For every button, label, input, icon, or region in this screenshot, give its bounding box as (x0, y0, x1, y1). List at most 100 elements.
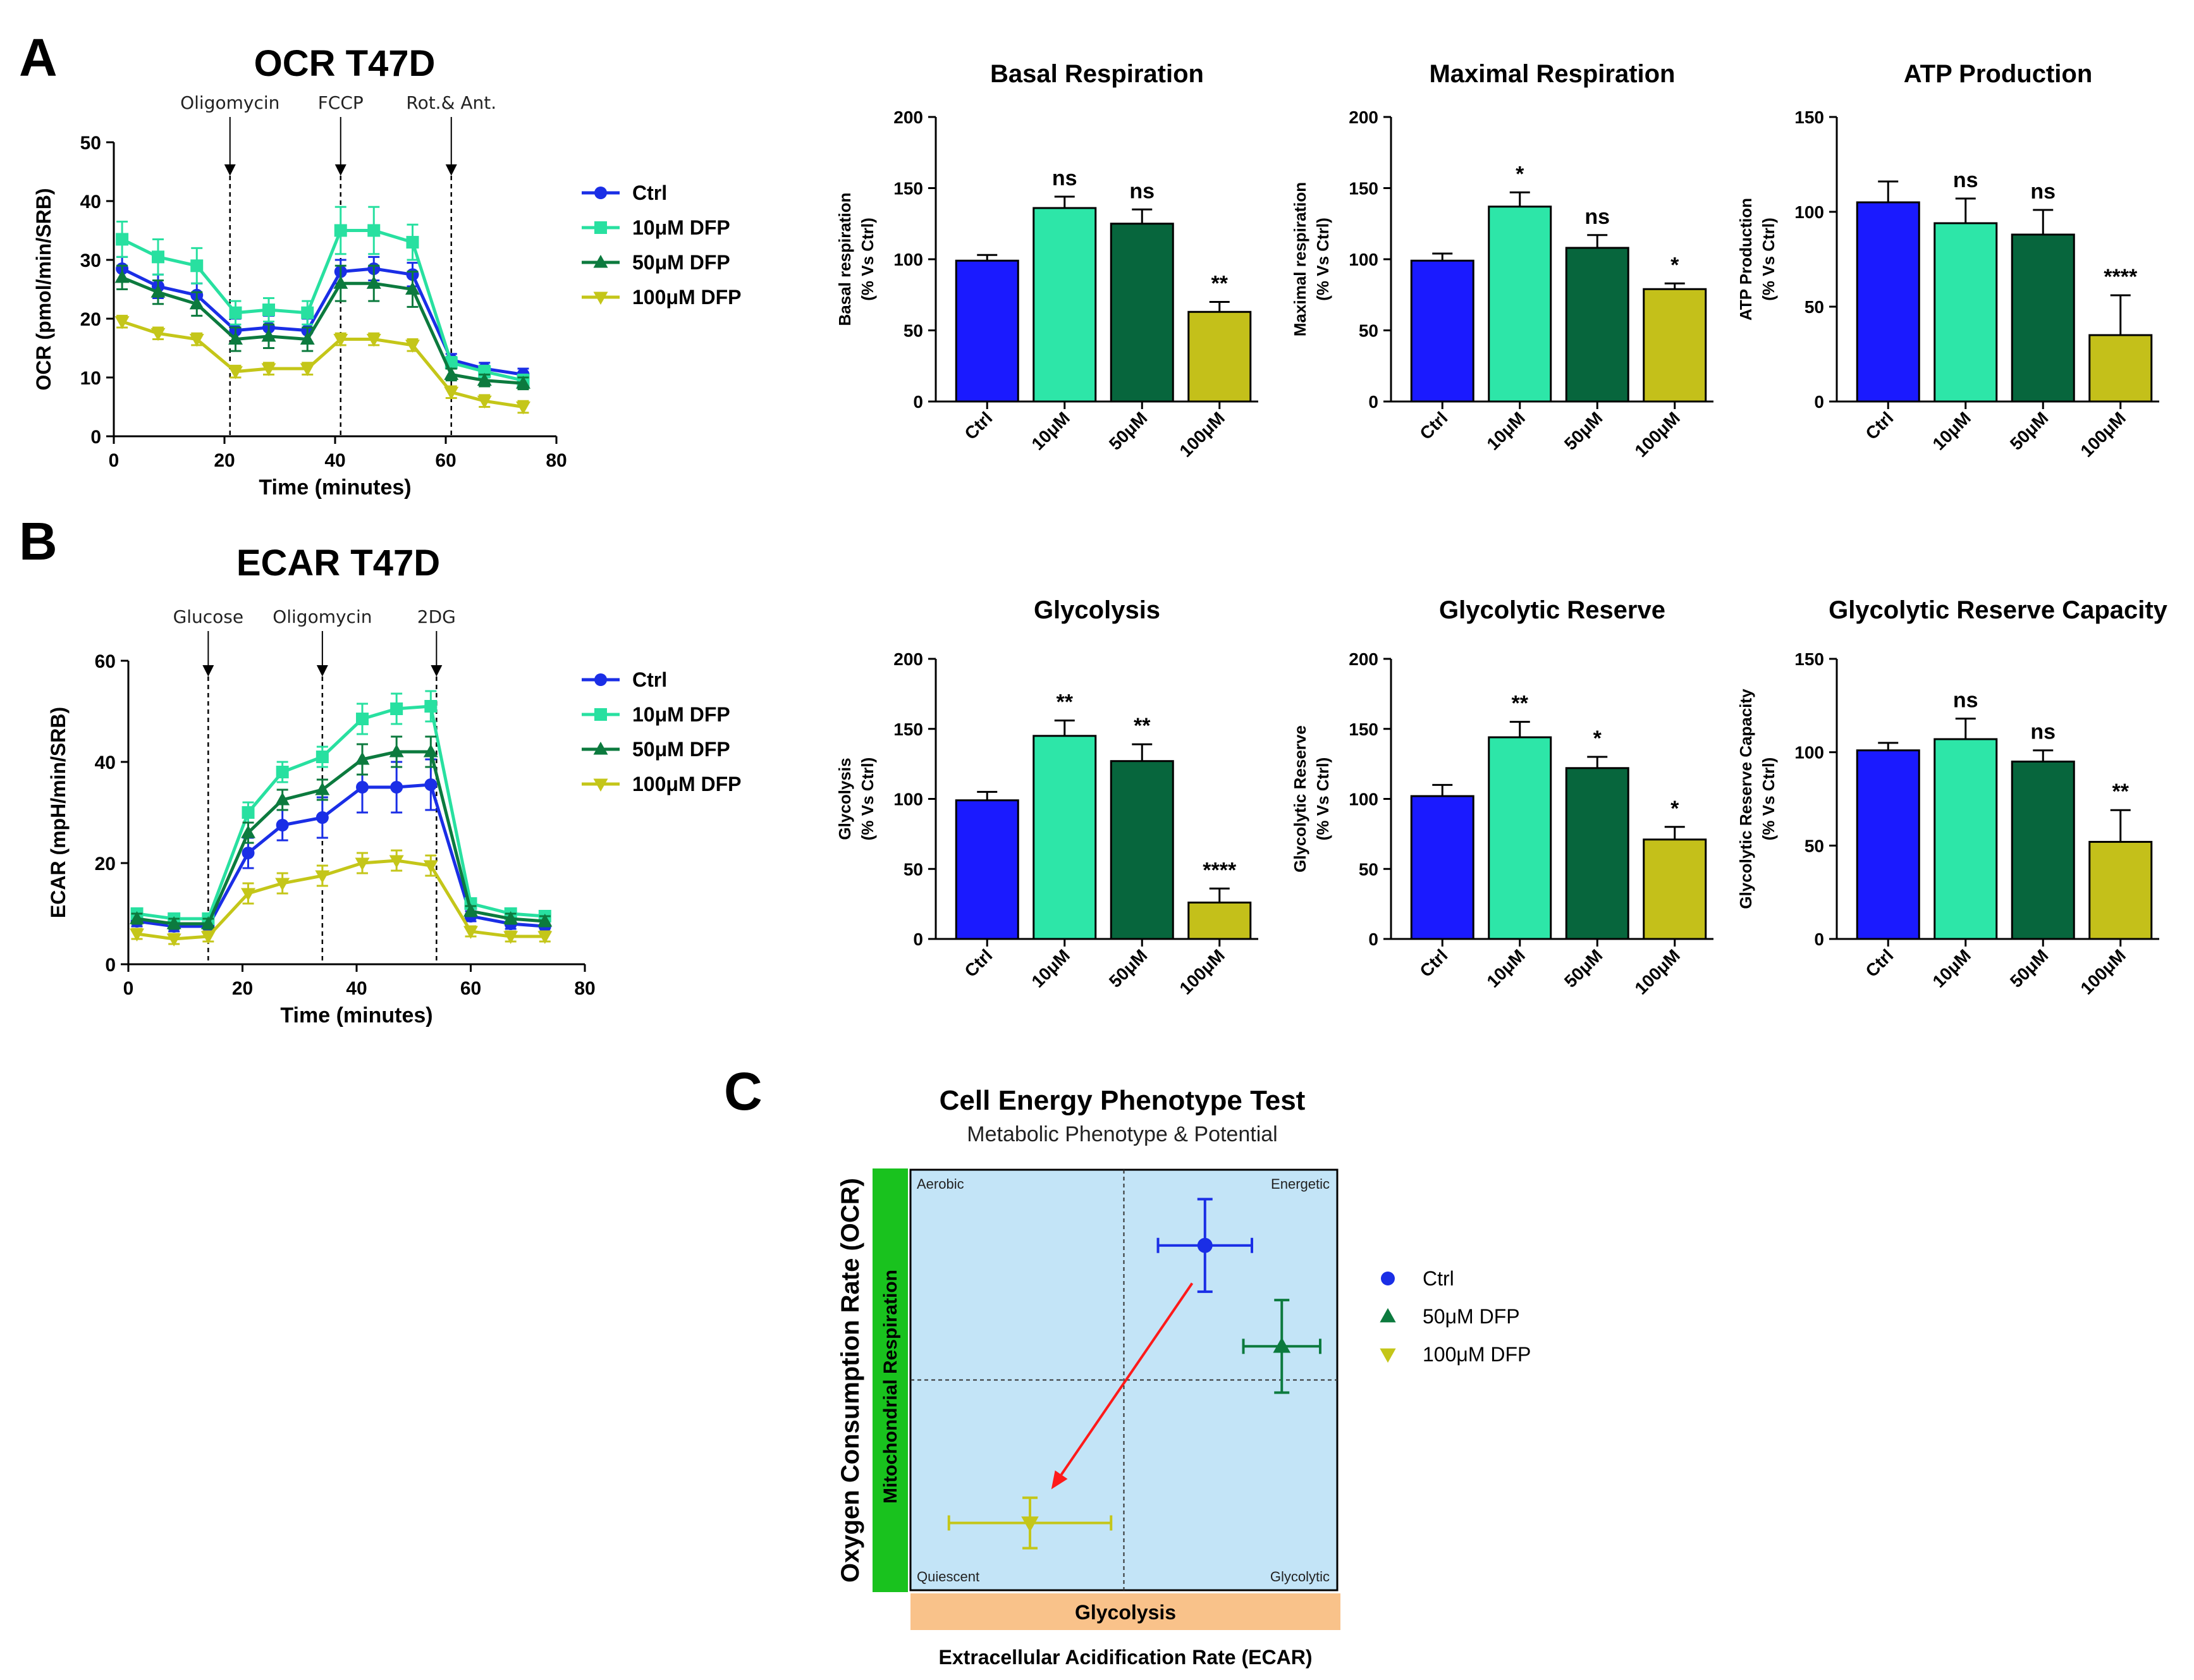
y-tick-label: 50 (1805, 836, 1824, 855)
y-axis-label: ECAR (mpH/min/SRB) (47, 707, 70, 918)
legend-marker (594, 221, 607, 234)
data-point (315, 870, 330, 883)
significance-label: ns (2030, 180, 2056, 204)
significance-label: ** (1512, 692, 1529, 716)
y-tick-label: 200 (893, 649, 923, 669)
panel-label-c: C (724, 1062, 763, 1121)
injection-label: Rot.& Ant. (406, 92, 496, 113)
x-category-bar (910, 1593, 1340, 1630)
chart-title: ECAR T47D (236, 543, 440, 584)
x-tick-label: 80 (546, 450, 567, 471)
significance-label: ns (1129, 179, 1155, 203)
data-point (315, 782, 330, 795)
bar (1187, 901, 1252, 940)
bar (2011, 233, 2075, 403)
data-point (405, 340, 420, 353)
data-point (356, 713, 369, 725)
data-point (241, 888, 256, 901)
x-tick-label: 60 (460, 978, 481, 999)
significance-label: ns (1953, 689, 1978, 713)
data-point (242, 847, 255, 859)
bar (1934, 738, 1998, 940)
data-point (406, 236, 419, 249)
trend-arrow-head (1051, 1470, 1068, 1490)
significance-label: ns (1052, 166, 1077, 190)
legend-marker (594, 187, 607, 199)
y-axis-label: ATP Production (1736, 198, 1755, 321)
data-point (333, 334, 348, 347)
data-point (276, 819, 289, 831)
x-tick-label: Ctrl (1416, 408, 1451, 443)
data-point (152, 250, 164, 264)
ecar-line-chart: ECAR T47D 0 20 40 60 80 0 20 40 60 Time (minutes) E… (47, 543, 742, 1027)
data-point (228, 331, 243, 345)
bar (1488, 205, 1552, 403)
x-axis-label: Time (minutes) (259, 475, 411, 500)
x-tick-label: 50μM (1105, 408, 1151, 454)
data-point (463, 926, 478, 939)
quadrant-label: Quiescent (917, 1569, 979, 1585)
x-tick-label: 10μM (1483, 408, 1529, 454)
glycolytic-reserve-bar-chart: Glycolytic Reserve 0 50 100 150 200 Glycolytic… (1290, 596, 1713, 998)
legend-label: Ctrl (632, 668, 667, 691)
bar (955, 259, 1019, 403)
x-tick-label: 0 (123, 978, 134, 999)
maximal-respiration-bar-chart: Maximal Respiration 0 50 100 150 200 Maximal r… (1290, 60, 1713, 461)
data-point (366, 276, 381, 289)
y-tick-label: 100 (1349, 790, 1378, 809)
injection-label: Oligomycin (180, 92, 279, 113)
y-tick-label: 50 (1805, 297, 1824, 317)
bar (1033, 207, 1097, 403)
significance-label: ** (2112, 780, 2130, 804)
bar (1110, 760, 1174, 940)
y-tick-label: 50 (80, 133, 101, 154)
data-point (261, 328, 276, 342)
data-point (130, 928, 145, 941)
x-tick-label: 10μM (1928, 945, 1975, 991)
data-point (316, 811, 329, 824)
x-tick-label: 20 (232, 978, 253, 999)
data-point (503, 931, 518, 944)
y-tick-label: 50 (904, 321, 923, 341)
legend-marker (594, 708, 607, 721)
y-tick-label: 10 (80, 368, 101, 389)
significance-label: **** (2104, 265, 2138, 289)
data-point (405, 281, 420, 295)
legend-label: 100μM DFP (632, 286, 742, 309)
injection-arrow-head (334, 164, 346, 176)
x-tick-label: 40 (346, 978, 367, 999)
legend-marker (1380, 1348, 1396, 1363)
data-point (424, 700, 438, 713)
bar (1643, 838, 1707, 940)
y-axis-label: OCR (pmol/min/SRB) (32, 188, 55, 391)
x-category-label: Glycolysis (1075, 1601, 1176, 1624)
data-point (390, 781, 403, 794)
chart-subtitle: Metabolic Phenotype & Potential (967, 1122, 1277, 1146)
glycolytic-reserve-capacity-bar-chart: Glycolytic Reserve Capacity 0 50 100 150 Glyc… (1736, 596, 2168, 998)
data-point (424, 778, 438, 791)
y-tick-label: 0 (913, 929, 923, 949)
panel-label-b: B (19, 512, 58, 571)
legend-label: 100μM DFP (1423, 1343, 1531, 1366)
data-point (367, 224, 381, 237)
x-tick-label: 80 (574, 978, 595, 999)
data-point (300, 331, 315, 345)
bar (1410, 795, 1474, 940)
significance-label: * (1670, 797, 1679, 821)
data-point (1197, 1237, 1213, 1253)
data-point (275, 878, 290, 891)
y-axis-label: Glycolysis (835, 757, 854, 840)
y-axis-label: Basal respiration (835, 193, 854, 326)
y-tick-label: 150 (893, 179, 923, 199)
series-line (137, 783, 546, 928)
data-point (390, 702, 403, 715)
bar (1856, 201, 1920, 403)
data-point (229, 306, 242, 319)
data-point (189, 296, 204, 310)
series-line (121, 267, 524, 376)
data-point (130, 911, 145, 924)
significance-label: * (1593, 727, 1602, 751)
data-point (200, 931, 216, 944)
y-tick-label: 100 (1794, 202, 1824, 222)
